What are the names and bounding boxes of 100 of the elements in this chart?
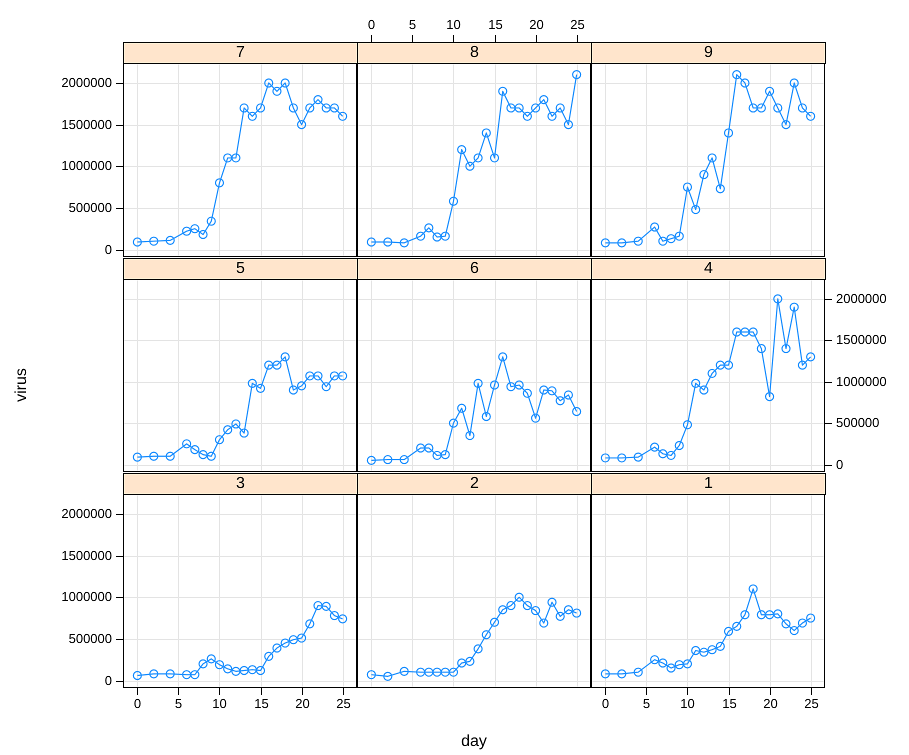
point (530, 103, 540, 113)
x-tick-label: 0 (602, 696, 610, 712)
x-axis-title: day (461, 733, 487, 751)
point (708, 645, 717, 654)
point (514, 592, 524, 602)
point (322, 382, 331, 392)
point (366, 456, 376, 466)
point (264, 78, 274, 88)
point (440, 232, 450, 241)
point (522, 600, 532, 610)
point (383, 237, 392, 247)
point (490, 380, 500, 390)
point (223, 664, 232, 674)
point (432, 450, 442, 460)
point (600, 669, 610, 678)
point (773, 103, 782, 113)
point (280, 638, 290, 648)
point (474, 153, 483, 163)
point (634, 236, 643, 246)
point (522, 388, 532, 398)
point (231, 666, 240, 676)
point (764, 610, 774, 620)
x-tick-label: 15 (254, 696, 269, 712)
x-tick-label: 0 (134, 696, 142, 712)
chart-title: 4 (591, 258, 826, 280)
point (514, 380, 524, 390)
point (556, 103, 565, 113)
point (272, 86, 282, 96)
point (716, 360, 725, 370)
point (280, 78, 290, 88)
point (708, 368, 717, 378)
point (666, 450, 676, 460)
point (166, 669, 175, 678)
point (699, 385, 708, 395)
point (296, 633, 306, 643)
point (322, 602, 331, 612)
x-tick-label: 20 (763, 696, 778, 712)
point (666, 234, 676, 244)
point (296, 120, 306, 130)
point (440, 450, 450, 460)
point (424, 443, 434, 453)
point (288, 635, 298, 644)
point (305, 619, 314, 628)
y-tick-label: 0 (836, 457, 844, 472)
point (206, 216, 216, 226)
point (416, 232, 426, 241)
point (547, 386, 557, 396)
point (682, 420, 692, 430)
point (288, 385, 298, 395)
point (198, 659, 208, 668)
point (240, 666, 249, 676)
point (256, 103, 266, 113)
point (674, 660, 684, 670)
point (338, 614, 348, 624)
point (564, 120, 574, 130)
point (240, 103, 249, 113)
point (658, 449, 668, 458)
chart-title: 7 (123, 42, 358, 64)
point (248, 378, 257, 388)
point (322, 103, 331, 113)
point (740, 610, 750, 620)
point (448, 668, 458, 677)
point (206, 654, 216, 664)
chart-title: 6 (357, 258, 592, 280)
point (432, 668, 442, 677)
point (383, 672, 392, 681)
point (572, 406, 582, 416)
y-tick-label: 1000000 (61, 589, 112, 604)
point (166, 452, 175, 461)
point (149, 452, 158, 461)
y-tick-label: 500000 (836, 415, 880, 430)
point (149, 669, 158, 678)
point (416, 443, 426, 453)
point (440, 668, 450, 677)
point (547, 112, 557, 121)
point (732, 327, 742, 337)
point (539, 95, 548, 104)
point (256, 666, 266, 676)
x-tick-label: 10 (212, 696, 227, 712)
point (724, 360, 734, 370)
x-tick-label: 25 (336, 696, 351, 712)
point (617, 669, 626, 678)
y-tick-label: 0 (104, 673, 112, 688)
point (240, 428, 249, 438)
point (539, 385, 548, 395)
point (724, 128, 734, 138)
point (424, 668, 434, 677)
y-tick-label: 1000000 (61, 158, 112, 174)
point (190, 224, 200, 234)
x-tick-label: 25 (570, 17, 585, 32)
point (465, 162, 474, 171)
point (432, 232, 442, 242)
point (666, 663, 676, 673)
point (457, 658, 466, 668)
point (748, 103, 758, 113)
point (448, 196, 458, 206)
point (691, 646, 700, 656)
y-tick-label: 2000000 (61, 506, 112, 522)
chart-title: 5 (123, 258, 358, 280)
point (716, 642, 725, 651)
